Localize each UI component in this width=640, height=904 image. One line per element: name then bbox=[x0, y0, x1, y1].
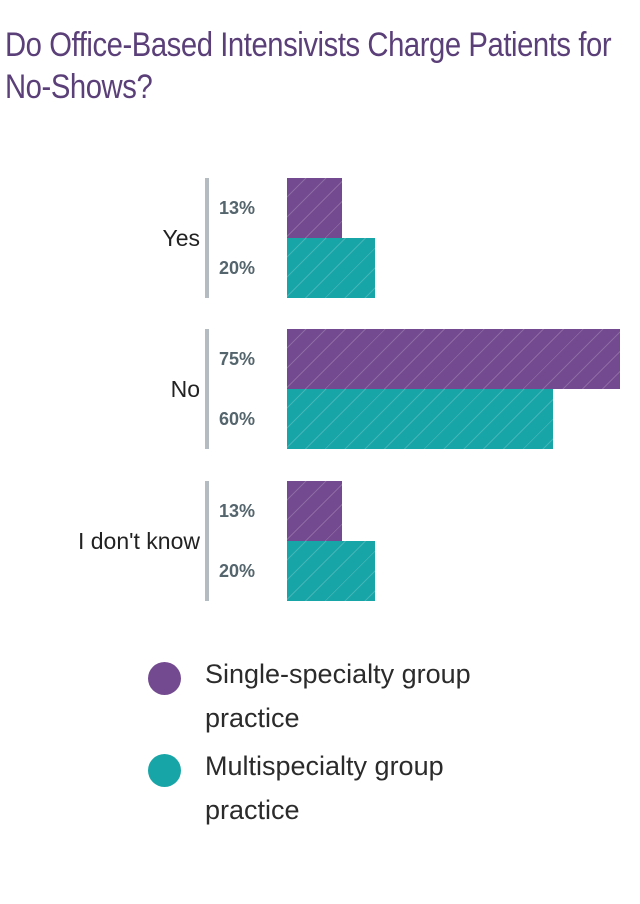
value-label-single: 13% bbox=[219, 501, 256, 521]
bar-group-no: No 75% 60% bbox=[0, 329, 640, 449]
value-label-single: 75% bbox=[219, 349, 256, 369]
legend-label: Multispecialty group practice bbox=[205, 751, 444, 825]
category-label: Yes bbox=[162, 225, 200, 251]
value-label-multi: 20% bbox=[219, 561, 256, 581]
bar-multi bbox=[287, 389, 553, 449]
bar-single bbox=[287, 329, 620, 389]
axis-line bbox=[205, 329, 209, 449]
legend: Single-specialty group practice Multispe… bbox=[148, 652, 568, 836]
bar-single bbox=[287, 178, 342, 238]
category-label: I don't know bbox=[77, 528, 200, 554]
circle-icon bbox=[148, 754, 181, 787]
chart-title: Do Office-Based Intensivists Charge Pati… bbox=[5, 26, 612, 106]
axis-line bbox=[205, 481, 209, 601]
bar-group-yes: Yes 13% 20% bbox=[0, 178, 640, 298]
value-label-single: 13% bbox=[219, 198, 256, 218]
legend-item-single: Single-specialty group practice bbox=[148, 652, 568, 740]
legend-label: Single-specialty group practice bbox=[205, 659, 471, 733]
value-label-multi: 60% bbox=[219, 409, 256, 429]
category-label: No bbox=[170, 376, 200, 402]
legend-item-multi: Multispecialty group practice bbox=[148, 744, 568, 832]
bar-single bbox=[287, 481, 342, 541]
value-label-multi: 20% bbox=[219, 258, 256, 278]
axis-line bbox=[205, 178, 209, 298]
bar-group-dont-know: I don't know 13% 20% bbox=[0, 481, 640, 601]
circle-icon bbox=[148, 662, 181, 695]
bar-multi bbox=[287, 238, 375, 298]
bar-multi bbox=[287, 541, 375, 601]
